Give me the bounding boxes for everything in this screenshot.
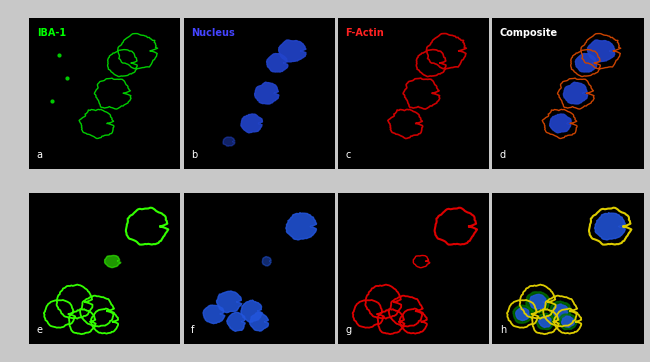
Polygon shape (562, 316, 574, 327)
Polygon shape (515, 308, 530, 320)
Text: a: a (37, 150, 43, 160)
Text: IBA-1: IBA-1 (37, 28, 66, 38)
Polygon shape (536, 313, 554, 329)
Polygon shape (241, 114, 263, 133)
Polygon shape (279, 40, 306, 62)
Polygon shape (539, 316, 551, 328)
Text: d: d (500, 150, 506, 160)
Polygon shape (241, 300, 262, 322)
Polygon shape (203, 305, 225, 324)
Polygon shape (559, 314, 577, 330)
Polygon shape (250, 312, 268, 331)
Text: Composite: Composite (500, 28, 558, 38)
Polygon shape (588, 40, 615, 62)
Polygon shape (513, 305, 533, 323)
Polygon shape (529, 294, 546, 310)
Text: h: h (500, 325, 506, 335)
Text: Nucleus: Nucleus (191, 28, 235, 38)
Text: e: e (37, 325, 43, 335)
Polygon shape (550, 301, 571, 321)
Polygon shape (262, 257, 271, 266)
Polygon shape (550, 114, 571, 133)
Polygon shape (526, 292, 550, 313)
Text: c: c (346, 150, 351, 160)
Text: g: g (346, 325, 352, 335)
Polygon shape (223, 137, 235, 146)
Polygon shape (564, 82, 588, 104)
Polygon shape (553, 304, 567, 318)
Polygon shape (227, 312, 245, 331)
Polygon shape (255, 82, 279, 104)
Polygon shape (286, 213, 317, 240)
Polygon shape (105, 256, 121, 268)
Polygon shape (216, 291, 242, 313)
Polygon shape (595, 213, 625, 240)
Text: b: b (191, 150, 198, 160)
Text: F-Actin: F-Actin (346, 28, 384, 38)
Polygon shape (266, 54, 288, 72)
Polygon shape (575, 54, 597, 72)
Text: f: f (191, 325, 194, 335)
